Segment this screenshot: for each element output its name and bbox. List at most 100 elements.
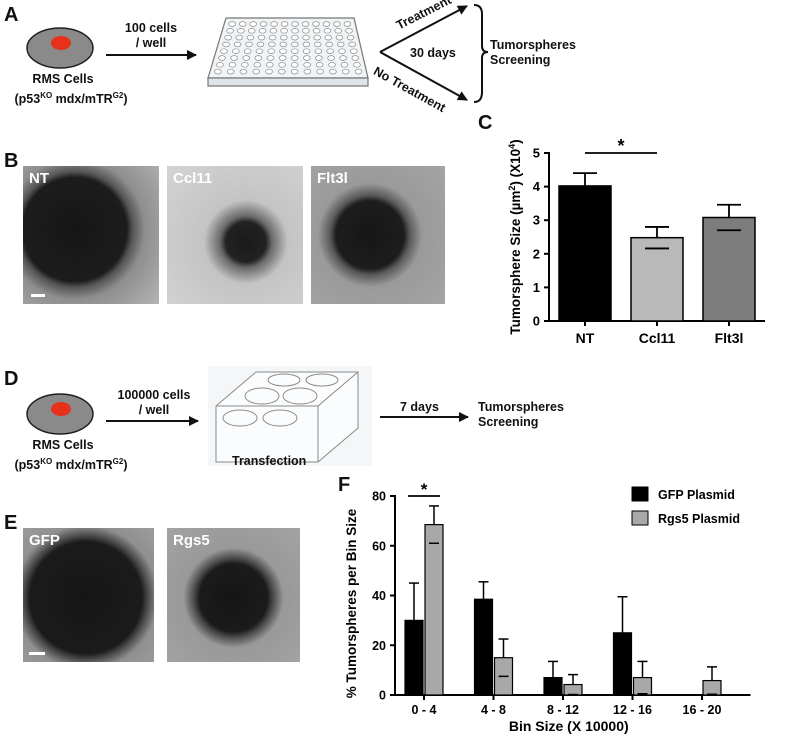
well	[220, 48, 228, 54]
schematic-d	[26, 366, 469, 466]
well	[228, 21, 236, 27]
chart-f-bar-rgs5	[632, 676, 653, 696]
well	[323, 28, 332, 34]
well	[324, 34, 333, 41]
image-label-gfp: GFP	[29, 532, 60, 549]
well	[269, 28, 278, 34]
tumorsphere-image-nt: NT	[23, 166, 159, 304]
image-label-flt3l: Flt3l	[317, 170, 348, 187]
panel-label-e: E	[4, 512, 18, 534]
well	[346, 34, 355, 41]
well	[315, 55, 323, 61]
well	[238, 21, 247, 27]
chart-c-tumorsphere-size: 0 1 2 3 4 5 NT Ccl11 Flt3l * Tumorsphere Size (µm2…	[507, 136, 765, 346]
well	[334, 28, 342, 34]
no-treatment-arrow	[379, 51, 468, 101]
well	[322, 21, 331, 27]
chart-c-xtick-label: Flt3l	[715, 330, 744, 346]
image-label-rgs5: Rgs5	[173, 532, 210, 549]
panel-label-f: F	[338, 474, 351, 496]
well	[291, 28, 299, 34]
duration-label-d: 7 days	[400, 400, 439, 414]
chart-f-xtick-label: 12 - 16	[613, 703, 652, 717]
chart-f-xtick-label: 16 - 20	[683, 703, 722, 717]
well	[353, 62, 361, 68]
well	[279, 48, 287, 54]
well	[279, 41, 288, 48]
chart-f-ytick-label: 20	[372, 639, 386, 653]
chart-c-ytick-label: 3	[533, 213, 540, 228]
well	[312, 21, 320, 27]
well	[341, 68, 350, 75]
seeding-label-line1: 100 cells	[124, 21, 178, 35]
chart-f-ytick-label: 40	[372, 589, 386, 603]
chart-f-bar-gfp	[543, 676, 563, 696]
well	[218, 55, 226, 61]
well	[252, 68, 261, 75]
6-well-plate-illustration	[208, 366, 372, 466]
well	[278, 55, 287, 61]
chart-c-ylabel: Tumorsphere Size (µm2) (X104)	[507, 139, 523, 334]
chart-f-xtick-label: 0 - 4	[411, 703, 436, 717]
rms-cells-label: RMS Cells	[32, 72, 94, 86]
chart-c-xtick-label: NT	[576, 330, 595, 346]
well	[325, 41, 333, 48]
chart-c-ytick-label: 4	[533, 179, 541, 194]
well	[258, 28, 267, 34]
image-label-ccl11: Ccl11	[173, 170, 213, 187]
chart-f-bar-rgs5	[563, 683, 583, 696]
well	[291, 41, 299, 48]
panel-label-c: C	[478, 112, 493, 134]
chart-c-xtick-label: Ccl11	[639, 330, 676, 346]
nucleus-illustration-d	[51, 402, 71, 416]
chart-f-ytick-label: 60	[372, 539, 386, 553]
chart-f-bar-rgs5	[424, 524, 444, 696]
chart-f-legend-label: Rgs5 Plasmid	[658, 512, 740, 526]
well	[313, 34, 321, 41]
well	[339, 55, 347, 61]
well	[291, 34, 299, 41]
seeding-label-d-line2: / well	[138, 403, 170, 417]
outcome-label-d-line2: Screening	[478, 415, 539, 429]
well	[246, 34, 255, 41]
well	[327, 55, 335, 61]
chart-f-legend-swatch	[631, 486, 649, 502]
chart-f-bin-distribution: 0 20 40 60 80 0 - 4 4 - 8 8 - 12 12 - 16 16 - 20 *…	[344, 480, 751, 734]
well	[230, 55, 238, 61]
well	[228, 62, 237, 68]
well	[326, 48, 334, 54]
well	[354, 68, 363, 75]
well	[316, 68, 324, 75]
well	[343, 21, 352, 27]
well	[242, 55, 250, 61]
well	[267, 48, 275, 54]
well	[253, 62, 262, 68]
panel-label-a: A	[4, 4, 19, 26]
well	[328, 62, 336, 68]
chart-f-xtick-label: 8 - 12	[547, 703, 579, 717]
well	[349, 48, 358, 54]
well	[291, 48, 299, 54]
rms-cells-label-d: RMS Cells	[32, 438, 94, 452]
duration-label-a: 30 days	[410, 46, 456, 60]
outcome-label-a-line2: Screening	[490, 53, 551, 67]
well	[340, 62, 349, 68]
treatment-arrow	[379, 5, 468, 53]
well	[291, 21, 299, 27]
well	[290, 62, 299, 68]
chart-f-bar-gfp	[473, 598, 494, 696]
well	[290, 55, 299, 61]
chart-c-ytick-label: 1	[533, 280, 540, 295]
well	[336, 41, 345, 48]
well	[233, 41, 242, 48]
well	[266, 62, 274, 68]
well	[222, 41, 230, 48]
well	[303, 62, 311, 68]
well	[301, 21, 310, 27]
well	[333, 21, 341, 27]
chart-f-xtick-label: 4 - 8	[481, 703, 506, 717]
panel-label-b: B	[4, 150, 19, 172]
transfection-label: Transfection	[232, 454, 307, 468]
well	[226, 28, 234, 34]
well	[280, 28, 288, 34]
